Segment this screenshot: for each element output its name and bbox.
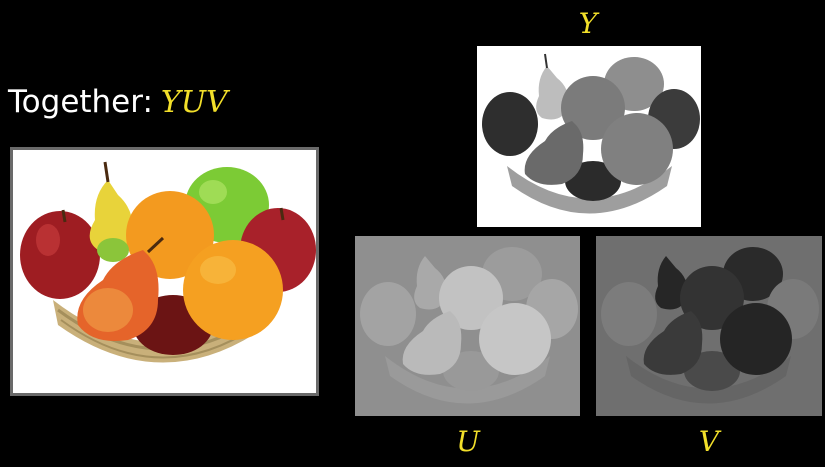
slide-heading: Together: YUV [8,84,228,120]
heading-prefix: Together: [8,84,153,120]
u-channel-label: U [456,425,480,458]
heading-yuv: YUV [160,85,228,120]
y-channel-label: Y [578,7,598,40]
y-channel-image [477,46,701,227]
v-channel-label: V [698,425,720,458]
v-channel-image [596,236,822,416]
color-fruit-image [10,147,319,396]
u-channel-image [355,236,580,416]
